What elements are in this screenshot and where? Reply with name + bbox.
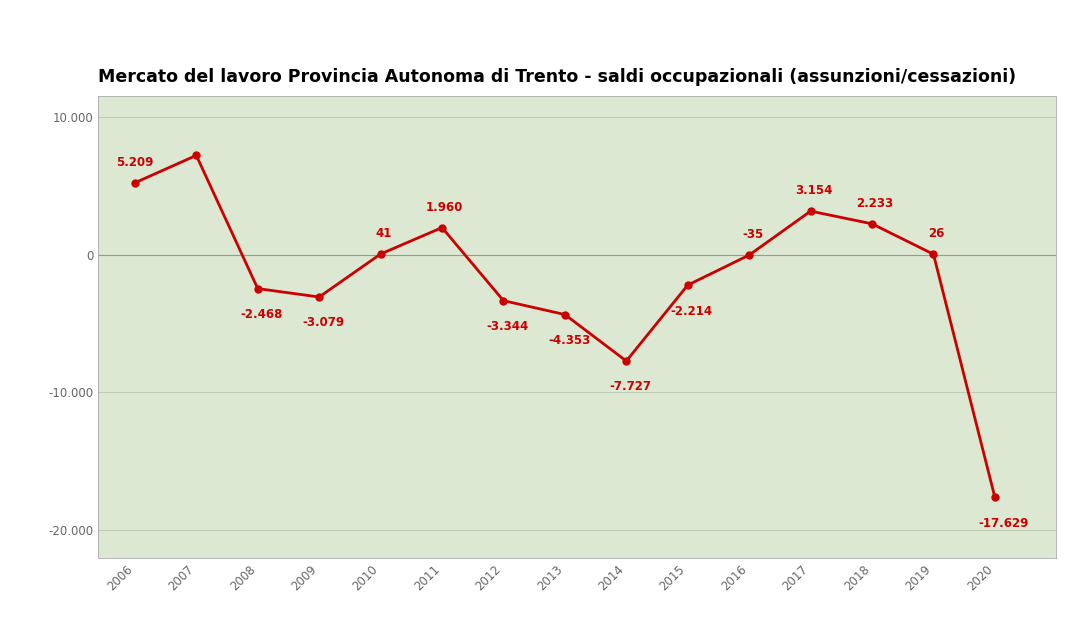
Text: -2.214: -2.214	[671, 304, 713, 317]
Text: 3.154: 3.154	[795, 184, 832, 197]
Text: 2.233: 2.233	[856, 197, 893, 210]
Text: 41: 41	[376, 227, 392, 240]
Text: -2.468: -2.468	[241, 308, 283, 321]
Text: -35: -35	[743, 228, 764, 241]
Text: Mercato del lavoro Provincia Autonoma di Trento - saldi occupazionali (assunzion: Mercato del lavoro Provincia Autonoma di…	[98, 68, 1016, 87]
Text: -3.079: -3.079	[303, 317, 344, 329]
Text: -4.353: -4.353	[548, 334, 590, 347]
Text: 1.960: 1.960	[426, 201, 464, 213]
Text: -17.629: -17.629	[978, 517, 1028, 530]
Text: -7.727: -7.727	[610, 381, 651, 394]
Text: 5.209: 5.209	[117, 156, 154, 169]
Text: 26: 26	[928, 228, 944, 240]
Text: -3.344: -3.344	[487, 320, 529, 333]
